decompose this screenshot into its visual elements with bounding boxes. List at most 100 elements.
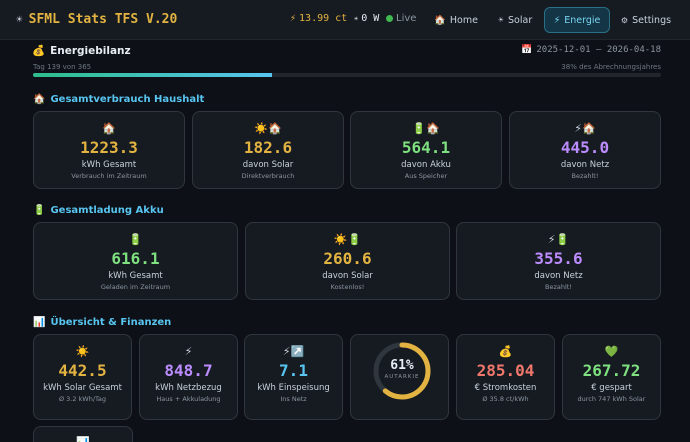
card-value: 285.04 — [476, 361, 535, 380]
card-sublabel: Geladen im Zeitraum — [100, 283, 171, 291]
card-value: 848.7 — [164, 361, 213, 380]
section-haushalt-text: Gesamtverbrauch Haushalt — [50, 94, 205, 105]
calendar-icon: 📅 — [521, 45, 533, 55]
app-title: SFML Stats TFS V.20 — [28, 12, 178, 27]
section-akku-text: Gesamtladung Akku — [50, 205, 164, 216]
haushalt-card: 🔋🏠 564.1 davon Akku Aus Speicher — [350, 111, 502, 189]
card-label: kWh Gesamt — [81, 160, 137, 170]
card-sublabel: Bezahlt! — [571, 172, 599, 180]
card-icon: 💰 — [498, 345, 513, 358]
nav-home-label: Home — [449, 14, 478, 26]
card-sublabel: Aus Speicher — [404, 172, 448, 180]
card-label: davon Akku — [401, 160, 451, 170]
price-stat: ⚡ 13.99 ct — [290, 13, 347, 24]
card-sublabel: durch 747 kWh Solar — [577, 395, 646, 403]
chart-icon: 📊 — [33, 317, 46, 328]
house-icon: 🏠 — [434, 14, 446, 26]
card-sublabel: Haus + Akkuladung — [156, 395, 221, 403]
card-label: kWh Einspeisung — [257, 383, 330, 393]
power-stat: ☀ 0 W — [354, 13, 379, 24]
nav-solar-label: Solar — [508, 14, 533, 26]
sun-icon: ☀ — [16, 13, 23, 26]
card-icon: 💚 — [604, 345, 619, 358]
card-icon: 🔋 — [128, 233, 143, 246]
card-icon: 🏠 — [102, 122, 116, 135]
card-value: 355.6 — [534, 249, 583, 268]
card-label: € gespart — [591, 383, 632, 393]
bilanz-title: 💰 Energiebilanz — [32, 44, 131, 58]
card-icon: ☀️🔋 — [333, 233, 362, 246]
akku-card: ☀️🔋 260.6 davon Solar Kostenlos! — [245, 222, 450, 300]
finanzen-card: ☀️ 442.5 kWh Solar Gesamt Ø 3.2 kWh/Tag — [33, 334, 132, 420]
card-value: 616.1 — [111, 249, 160, 268]
live-indicator: Live — [386, 13, 416, 24]
card-sublabel: Ins Netz — [280, 395, 307, 403]
card-label: kWh Netzbezug — [155, 383, 222, 393]
chart-icon: 📊 — [34, 437, 132, 442]
price-value: 13.99 ct — [299, 13, 348, 24]
card-label: kWh Gesamt — [108, 271, 163, 281]
sun-icon: ☀ — [497, 16, 505, 24]
section-finanzen-text: Übersicht & Finanzen — [50, 317, 172, 328]
card-icon: ⚡↗️ — [282, 345, 305, 358]
battery-icon: 🔋 — [33, 205, 46, 216]
year-progress-fill — [33, 73, 272, 77]
haushalt-card: 🏠 1223.3 kWh Gesamt Verbrauch im Zeitraum — [33, 111, 185, 189]
card-value: 564.1 — [401, 138, 451, 157]
akku-card: 🔋 616.1 kWh Gesamt Geladen im Zeitraum — [33, 222, 238, 300]
card-sublabel: Verbrauch im Zeitraum — [71, 172, 147, 180]
partial-card: 📊 — [33, 426, 133, 442]
nav-solar-button[interactable]: ☀ Solar — [492, 7, 538, 33]
card-label: davon Solar — [322, 271, 373, 281]
nav-home-button[interactable]: 🏠 Home — [430, 7, 482, 33]
haushalt-card: ☀️🏠 182.6 davon Solar Direktverbrauch — [192, 111, 344, 189]
date-range-text: 2025-12-01 – 2026-04-18 — [536, 45, 661, 55]
lightning-icon: ⚡ — [290, 13, 297, 24]
card-icon: ☀️ — [75, 345, 90, 358]
live-dot-icon — [386, 15, 393, 22]
card-value: 7.1 — [279, 361, 308, 380]
akku-card: ⚡🔋 355.6 davon Netz Bezahlt! — [456, 222, 661, 300]
card-value: 445.0 — [560, 138, 610, 157]
nav-energie-label: Energie — [564, 14, 601, 26]
gear-icon: ⚙ — [620, 15, 629, 25]
autarkie-label: AUTARKIE — [384, 374, 420, 380]
card-value: 267.72 — [582, 361, 641, 380]
card-value: 442.5 — [58, 361, 107, 380]
app-brand: ☀ SFML Stats TFS V.20 — [16, 12, 177, 27]
sun-small-icon: ☀ — [354, 14, 359, 23]
gauge-ring — [373, 342, 431, 400]
bilanz-title-text: Energiebilanz — [50, 44, 131, 57]
finanzen-card: 💰 285.04 € Stromkosten Ø 35.8 ct/kWh — [456, 334, 555, 420]
section-haushalt-title: 🏠 Gesamtverbrauch Haushalt — [33, 94, 204, 105]
card-sublabel: Kostenlos! — [330, 283, 365, 291]
power-value: 0 W — [361, 13, 380, 24]
section-akku-title: 🔋 Gesamtladung Akku — [33, 205, 164, 216]
card-label: davon Netz — [560, 160, 610, 170]
card-label: € Stromkosten — [474, 383, 537, 393]
year-percent-label: 38% des Abrechnungsjahres — [561, 63, 661, 71]
autarkie-card: 61% AUTARKIE — [350, 334, 449, 420]
house-icon: 🏠 — [33, 94, 46, 105]
card-value: 260.6 — [323, 249, 372, 268]
card-sublabel: Bezahlt! — [545, 283, 572, 291]
live-label: Live — [396, 13, 417, 24]
card-icon: 🔋🏠 — [412, 122, 440, 135]
card-icon: ⚡🔋 — [547, 233, 570, 246]
gauge-fill — [373, 342, 431, 400]
year-progress-bar — [33, 73, 661, 77]
card-icon: ☀️🏠 — [254, 122, 282, 135]
card-icon: ⚡🏠 — [574, 122, 596, 135]
nav-energie-button[interactable]: ⚡ Energie — [544, 7, 610, 33]
card-sublabel: Direktverbrauch — [241, 172, 295, 180]
date-range: 📅 2025-12-01 – 2026-04-18 — [521, 45, 661, 55]
card-value: 1223.3 — [80, 138, 138, 157]
gauge-text: 61% AUTARKIE — [372, 358, 432, 380]
card-sublabel: Ø 3.2 kWh/Tag — [58, 395, 107, 403]
card-sublabel: Ø 35.8 ct/kWh — [482, 395, 529, 403]
money-bag-icon: 💰 — [32, 45, 46, 57]
autarkie-percent: 61% — [390, 358, 414, 373]
nav-settings-button[interactable]: ⚙ Settings — [618, 7, 674, 33]
card-label: davon Netz — [534, 271, 583, 281]
finanzen-card: ⚡ 848.7 kWh Netzbezug Haus + Akkuladung — [139, 334, 238, 420]
